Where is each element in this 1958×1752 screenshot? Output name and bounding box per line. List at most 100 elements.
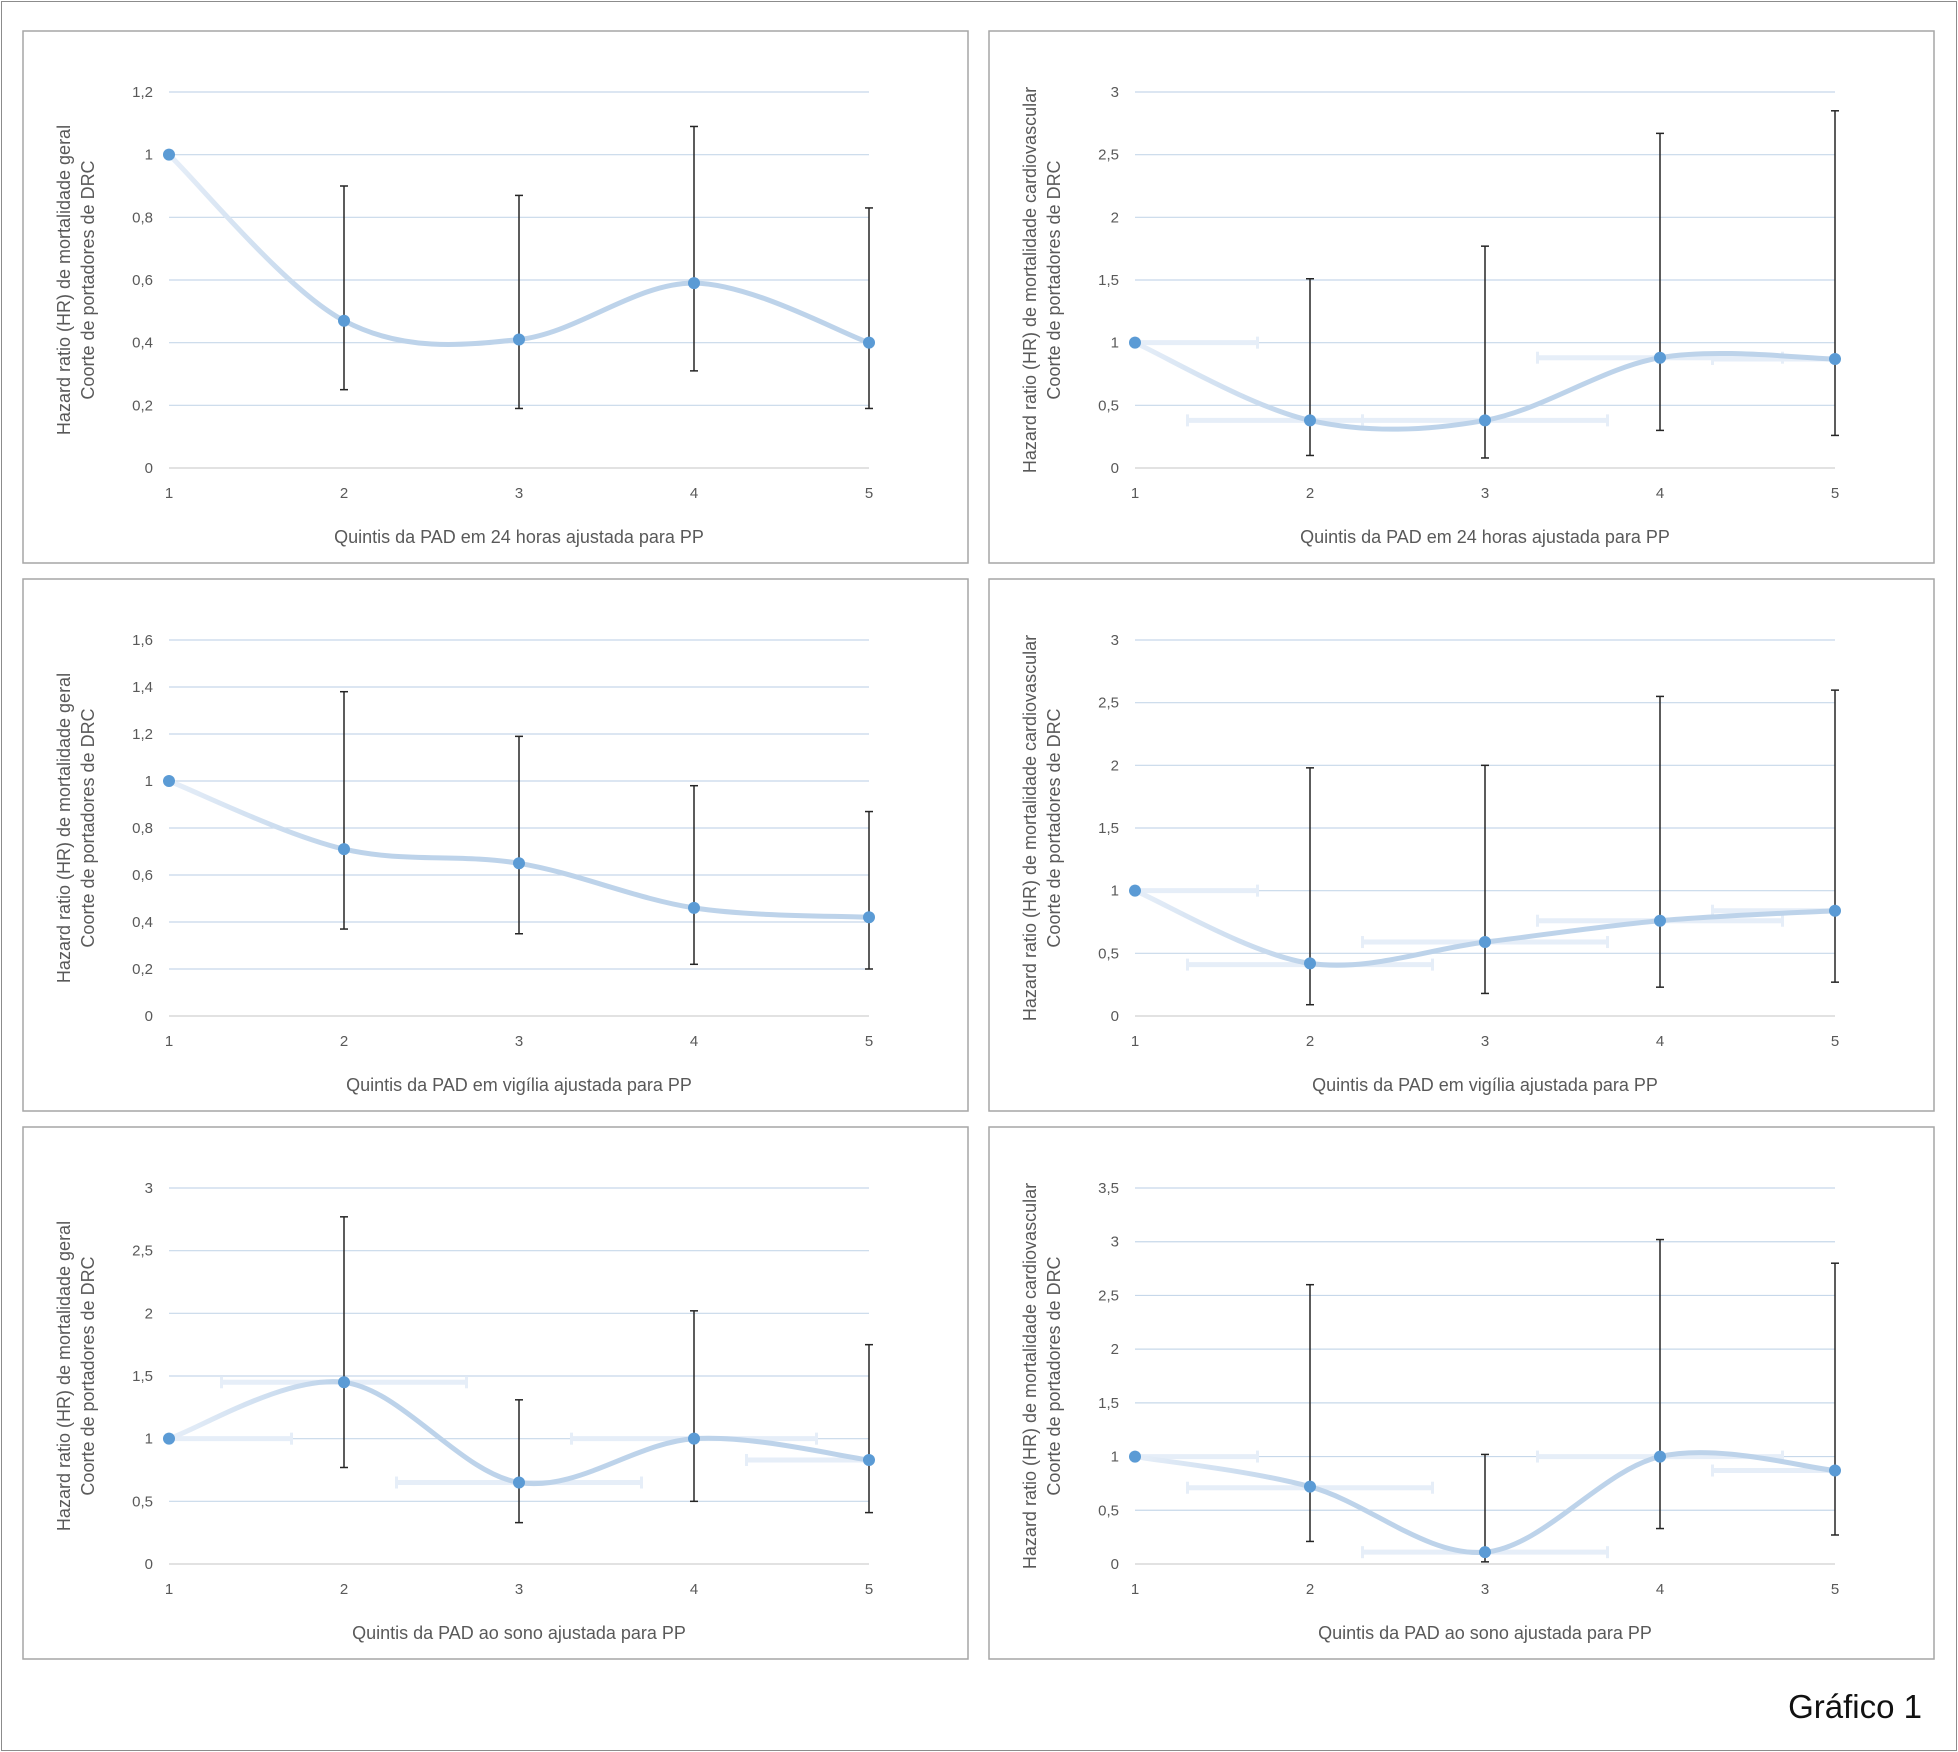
- data-point: [1129, 884, 1141, 897]
- y-tick-label: 2: [145, 1305, 153, 1322]
- x-axis-title: Quintis da PAD em vigília ajustada para …: [1312, 1075, 1658, 1095]
- x-tick-label: 4: [1656, 1033, 1664, 1050]
- y-axis-title-line: Coorte de portadores de DRC: [1044, 160, 1064, 399]
- y-tick-label: 3: [145, 1180, 153, 1197]
- y-tick-label: 0,5: [132, 1493, 153, 1510]
- data-point: [688, 277, 700, 290]
- y-tick-label: 1,6: [132, 632, 153, 649]
- y-tick-label: 2,5: [132, 1243, 153, 1260]
- x-axis-title: Quintis da PAD em vigília ajustada para …: [346, 1075, 692, 1095]
- x-tick-label: 2: [340, 1581, 348, 1598]
- x-tick-label: 5: [865, 485, 873, 502]
- y-tick-label: 3: [1111, 84, 1119, 101]
- y-tick-label: 0,2: [132, 961, 153, 978]
- x-tick-label: 4: [690, 485, 698, 502]
- x-tick-label: 4: [1656, 485, 1664, 502]
- y-tick-label: 1,2: [132, 84, 153, 101]
- chart-border: [988, 578, 1935, 1112]
- y-tick-label: 2,5: [1098, 695, 1119, 712]
- x-tick-label: 4: [1656, 1581, 1664, 1598]
- x-tick-label: 2: [340, 485, 348, 502]
- x-tick-label: 5: [1831, 1033, 1839, 1050]
- y-axis-title-line: Coorte de portadores de DRC: [1044, 708, 1064, 947]
- y-tick-label: 3: [1111, 632, 1119, 649]
- y-tick-label: 1: [1111, 883, 1119, 900]
- y-axis-title-line: Hazard ratio (HR) de mortalidade geral: [54, 125, 74, 435]
- data-point: [1129, 1450, 1141, 1463]
- y-axis-title-line: Hazard ratio (HR) de mortalidade cardiov…: [1020, 1183, 1040, 1569]
- y-tick-label: 3: [1111, 1234, 1119, 1251]
- x-tick-label: 5: [865, 1033, 873, 1050]
- data-point: [1479, 936, 1491, 949]
- data-point: [513, 333, 525, 346]
- y-axis-title-line: Coorte de portadores de DRC: [78, 160, 98, 399]
- chart-panel-1: 0 0,2 0,4 0,6 0,8 1 1,2 1 2 3 4 5 Quintis da PAD em …: [22, 30, 969, 564]
- y-tick-label: 1,5: [1098, 272, 1119, 289]
- x-tick-label: 3: [515, 1581, 523, 1598]
- data-point: [1129, 336, 1141, 349]
- x-tick-label: 4: [690, 1581, 698, 1598]
- data-point: [688, 901, 700, 914]
- data-point: [1479, 1546, 1491, 1559]
- y-tick-label: 1,4: [132, 679, 153, 696]
- y-tick-label: 2,5: [1098, 147, 1119, 164]
- y-tick-label: 3,5: [1098, 1180, 1119, 1197]
- y-tick-label: 1,5: [1098, 1395, 1119, 1412]
- x-axis-title: Quintis da PAD ao sono ajustada para PP: [352, 1623, 686, 1643]
- y-tick-label: 1: [145, 773, 153, 790]
- data-point: [163, 1432, 175, 1445]
- y-tick-label: 1: [145, 147, 153, 164]
- x-tick-label: 2: [1306, 1033, 1314, 1050]
- y-tick-label: 1: [1111, 1449, 1119, 1466]
- x-tick-label: 1: [165, 485, 173, 502]
- y-tick-label: 0,4: [132, 914, 153, 931]
- x-tick-label: 3: [1481, 485, 1489, 502]
- data-point: [1654, 914, 1666, 927]
- y-tick-label: 0,6: [132, 272, 153, 289]
- y-tick-label: 0,5: [1098, 1502, 1119, 1519]
- x-tick-label: 1: [1131, 485, 1139, 502]
- y-tick-label: 1: [1111, 335, 1119, 352]
- x-tick-label: 3: [1481, 1033, 1489, 1050]
- y-tick-label: 0,4: [132, 335, 153, 352]
- y-tick-label: 1,5: [132, 1368, 153, 1385]
- x-tick-label: 2: [340, 1033, 348, 1050]
- figure-caption: Gráfico 1: [1788, 1688, 1922, 1725]
- x-axis-title: Quintis da PAD em 24 horas ajustada para…: [1300, 527, 1670, 547]
- y-axis-title-line: Hazard ratio (HR) de mortalidade geral: [54, 1221, 74, 1531]
- y-axis-title-line: Coorte de portadores de DRC: [1044, 1256, 1064, 1495]
- y-tick-label: 1: [145, 1431, 153, 1448]
- y-tick-label: 0: [145, 1556, 153, 1573]
- chart-border: [22, 1126, 969, 1660]
- data-point: [163, 148, 175, 161]
- data-point: [863, 336, 875, 349]
- data-point: [1654, 1450, 1666, 1463]
- y-tick-label: 2: [1111, 757, 1119, 774]
- y-tick-label: 0: [1111, 1556, 1119, 1573]
- x-tick-label: 5: [1831, 485, 1839, 502]
- y-tick-label: 0: [145, 460, 153, 477]
- data-point: [688, 1432, 700, 1445]
- y-axis-title-line: Hazard ratio (HR) de mortalidade geral: [54, 673, 74, 983]
- chart-panel-4: 0 0,5 1 1,5 2 2,5 3 1 2 3 4 5 Quintis da PAD em vigí…: [988, 578, 1935, 1112]
- chart-border: [22, 578, 969, 1112]
- y-tick-label: 0,8: [132, 820, 153, 837]
- data-point: [1304, 957, 1316, 970]
- x-tick-label: 5: [1831, 1581, 1839, 1598]
- x-tick-label: 2: [1306, 485, 1314, 502]
- data-point: [338, 314, 350, 327]
- y-tick-label: 0,8: [132, 209, 153, 226]
- data-point: [1829, 904, 1841, 917]
- data-point: [338, 843, 350, 856]
- data-point: [338, 1376, 350, 1389]
- y-tick-label: 1,2: [132, 726, 153, 743]
- y-tick-label: 2: [1111, 209, 1119, 226]
- data-point: [513, 857, 525, 870]
- data-point: [1304, 414, 1316, 427]
- y-tick-label: 2,5: [1098, 1287, 1119, 1304]
- data-point: [1829, 1464, 1841, 1477]
- y-tick-label: 0: [1111, 460, 1119, 477]
- x-axis-title: Quintis da PAD ao sono ajustada para PP: [1318, 1623, 1652, 1643]
